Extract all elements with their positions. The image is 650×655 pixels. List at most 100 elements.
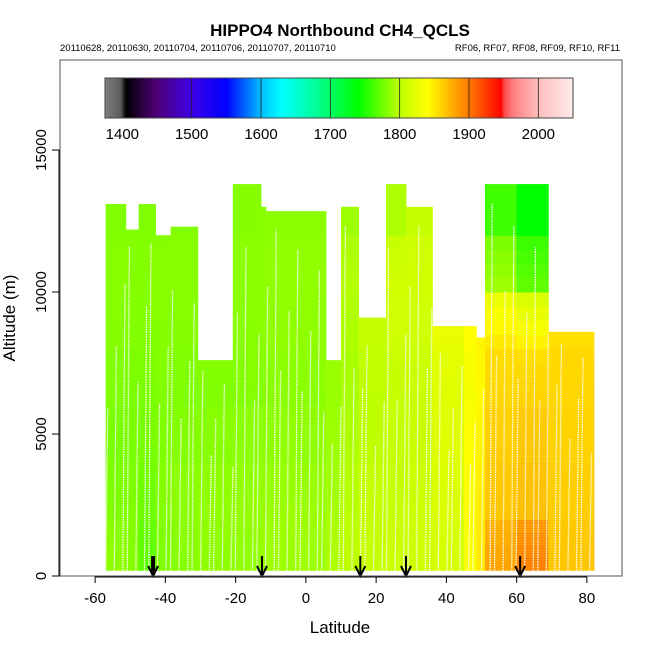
curtain-cell (485, 184, 518, 198)
colorbar-cell (177, 78, 181, 118)
curtain-plot (105, 184, 595, 571)
x-tick-label: 0 (302, 590, 310, 607)
curtain-cell (260, 405, 267, 421)
curtain-cell (197, 544, 234, 559)
curtain-cell (341, 320, 360, 336)
curtain-cell (476, 462, 486, 478)
flight-track (459, 366, 463, 571)
colorbar-cell (473, 78, 476, 118)
flight-track (295, 249, 299, 571)
curtain-cell (405, 249, 433, 265)
colorbar-cell (179, 78, 183, 118)
flight-track (532, 247, 537, 571)
curtain-cell (405, 519, 433, 533)
flight-track (446, 449, 450, 571)
colorbar-cell (394, 78, 397, 118)
colorbar-cell (448, 78, 451, 118)
colorbar-cell (525, 78, 528, 118)
colorbar-cell (298, 78, 301, 118)
colorbar-cell (550, 78, 553, 118)
curtain-segment (260, 206, 267, 571)
flight-track (221, 382, 226, 571)
colorbar-cell (512, 78, 516, 118)
curtain-cell (170, 263, 199, 279)
x-tick-label: 80 (579, 590, 596, 607)
colorbar-cell (113, 78, 116, 118)
colorbar-cell (275, 78, 279, 118)
curtain-cell (476, 476, 486, 492)
curtain-cell (516, 363, 549, 378)
curtain-cell (405, 377, 433, 392)
colorbar-cell (427, 78, 430, 118)
curtain-cell (125, 405, 140, 421)
curtain-cell (385, 249, 407, 265)
curtain-cell (485, 249, 518, 265)
curtain-cell (516, 196, 549, 211)
colorbar-cell (437, 78, 441, 118)
curtain-cell (485, 476, 518, 492)
colorbar-cell (302, 78, 306, 118)
curtain-cell (155, 419, 172, 435)
curtain-cell (265, 249, 327, 265)
curtain-cell (463, 531, 477, 546)
colorbar-cell (371, 78, 374, 118)
curtain-cell (265, 277, 327, 293)
curtain-cell (105, 348, 127, 364)
curtain-cell (260, 221, 267, 229)
curtain-cell (170, 334, 199, 350)
flight-track (424, 368, 429, 571)
colorbar-cell (462, 78, 466, 118)
curtain-cell (155, 557, 172, 571)
colorbar-cell (498, 78, 501, 118)
colorbar-cell (529, 78, 532, 118)
curtain-cell (197, 360, 234, 373)
colorbar-cell (254, 78, 258, 118)
curtain-cell (516, 476, 549, 492)
flight-track (256, 334, 260, 571)
curtain-cell (260, 448, 267, 463)
curtain-cell (485, 544, 518, 559)
curtain-cell (485, 222, 518, 236)
curtain-cell (265, 306, 327, 321)
curtain-cell (385, 184, 407, 198)
curtain-cell (265, 235, 327, 250)
curtain-cell (341, 505, 360, 520)
curtain-cell (260, 391, 267, 407)
curtain-cell (341, 531, 360, 546)
curtain-cell (138, 363, 157, 378)
flight-track (126, 246, 131, 571)
curtain-cell (341, 363, 360, 378)
colorbar-cell (464, 78, 468, 118)
curtain-cell (170, 405, 199, 421)
curtain-cell (138, 263, 157, 279)
colorbar-cell (552, 78, 555, 118)
curtain-cell (358, 448, 387, 463)
curtain-cell (125, 476, 140, 492)
curtain-cell (170, 233, 199, 236)
curtain-cell (432, 490, 465, 506)
curtain-cell (463, 490, 477, 506)
colorbar-cell (261, 78, 264, 118)
curtain-segment (476, 337, 486, 571)
curtain-cell (197, 394, 234, 407)
curtain-cell (548, 405, 595, 421)
curtain-cell (325, 434, 342, 449)
curtain-cell (341, 462, 360, 478)
colorbar-cell (231, 78, 235, 118)
curtain-cell (516, 184, 549, 198)
curtain-cell (341, 419, 360, 435)
colorbar-cell (485, 78, 489, 118)
colorbar-cell (144, 78, 147, 118)
colorbar-cell (198, 78, 202, 118)
curtain-cell (485, 306, 518, 321)
x-axis-label: Latitude (310, 618, 371, 637)
colorbar-cell (217, 78, 220, 118)
colorbar-cell (348, 78, 351, 118)
curtain-cell (105, 557, 127, 571)
curtain-cell (125, 292, 140, 307)
flight-track (554, 384, 558, 571)
curtain-cell (548, 377, 595, 392)
curtain-cell (516, 462, 549, 478)
curtain-cell (265, 448, 327, 463)
curtain-cell (170, 228, 199, 232)
